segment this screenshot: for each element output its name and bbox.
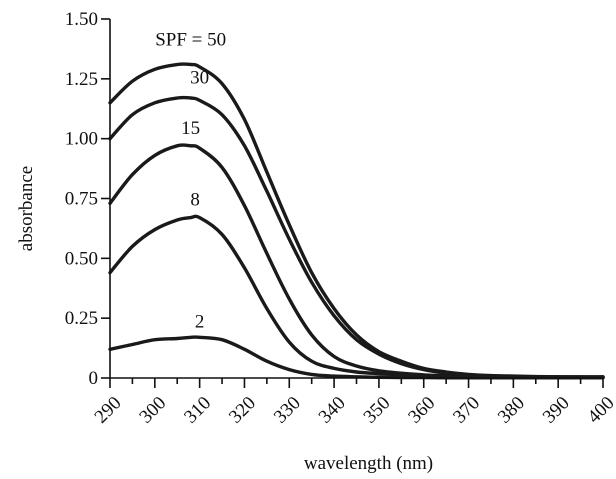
series-line-15 xyxy=(108,143,605,380)
series-label: 30 xyxy=(190,68,209,89)
series-line-spf-50 xyxy=(108,62,605,379)
x-axis-title: wavelength (nm) xyxy=(304,453,433,474)
series-line-8 xyxy=(108,214,605,380)
y-tick-label: 1.25 xyxy=(65,69,98,90)
series-label: 2 xyxy=(195,312,205,333)
x-tick-label: 300 xyxy=(135,393,170,428)
y-tick-label: 1.50 xyxy=(65,9,98,30)
y-tick-label: 0 xyxy=(89,368,99,389)
x-tick-label: 320 xyxy=(225,393,260,428)
curves-group xyxy=(108,62,605,380)
x-tick-label: 380 xyxy=(494,393,529,428)
y-tick-label: 1.00 xyxy=(65,129,98,150)
x-tick-label: 290 xyxy=(91,393,126,428)
x-tick-label: 390 xyxy=(539,393,574,428)
x-tick-label: 360 xyxy=(404,393,439,428)
y-tick-label: 0.25 xyxy=(65,308,98,329)
x-tick-label: 370 xyxy=(449,393,484,428)
x-tick-label: 310 xyxy=(180,393,215,428)
x-tick-label: 350 xyxy=(360,393,395,428)
series-label: SPF = 50 xyxy=(155,29,226,50)
series-label: 15 xyxy=(181,118,200,139)
y-axis-title: absorbance xyxy=(16,166,37,251)
axes-group xyxy=(109,19,603,379)
x-tick-label: 400 xyxy=(584,393,616,428)
series-labels-group: SPF = 50 30 15 8 2 xyxy=(155,29,226,332)
x-tick-label: 340 xyxy=(315,393,350,428)
y-tick-label: 0.75 xyxy=(65,189,98,210)
y-tick-label: 0.50 xyxy=(65,248,98,269)
series-label: 8 xyxy=(190,190,200,211)
x-tick-label: 330 xyxy=(270,393,305,428)
